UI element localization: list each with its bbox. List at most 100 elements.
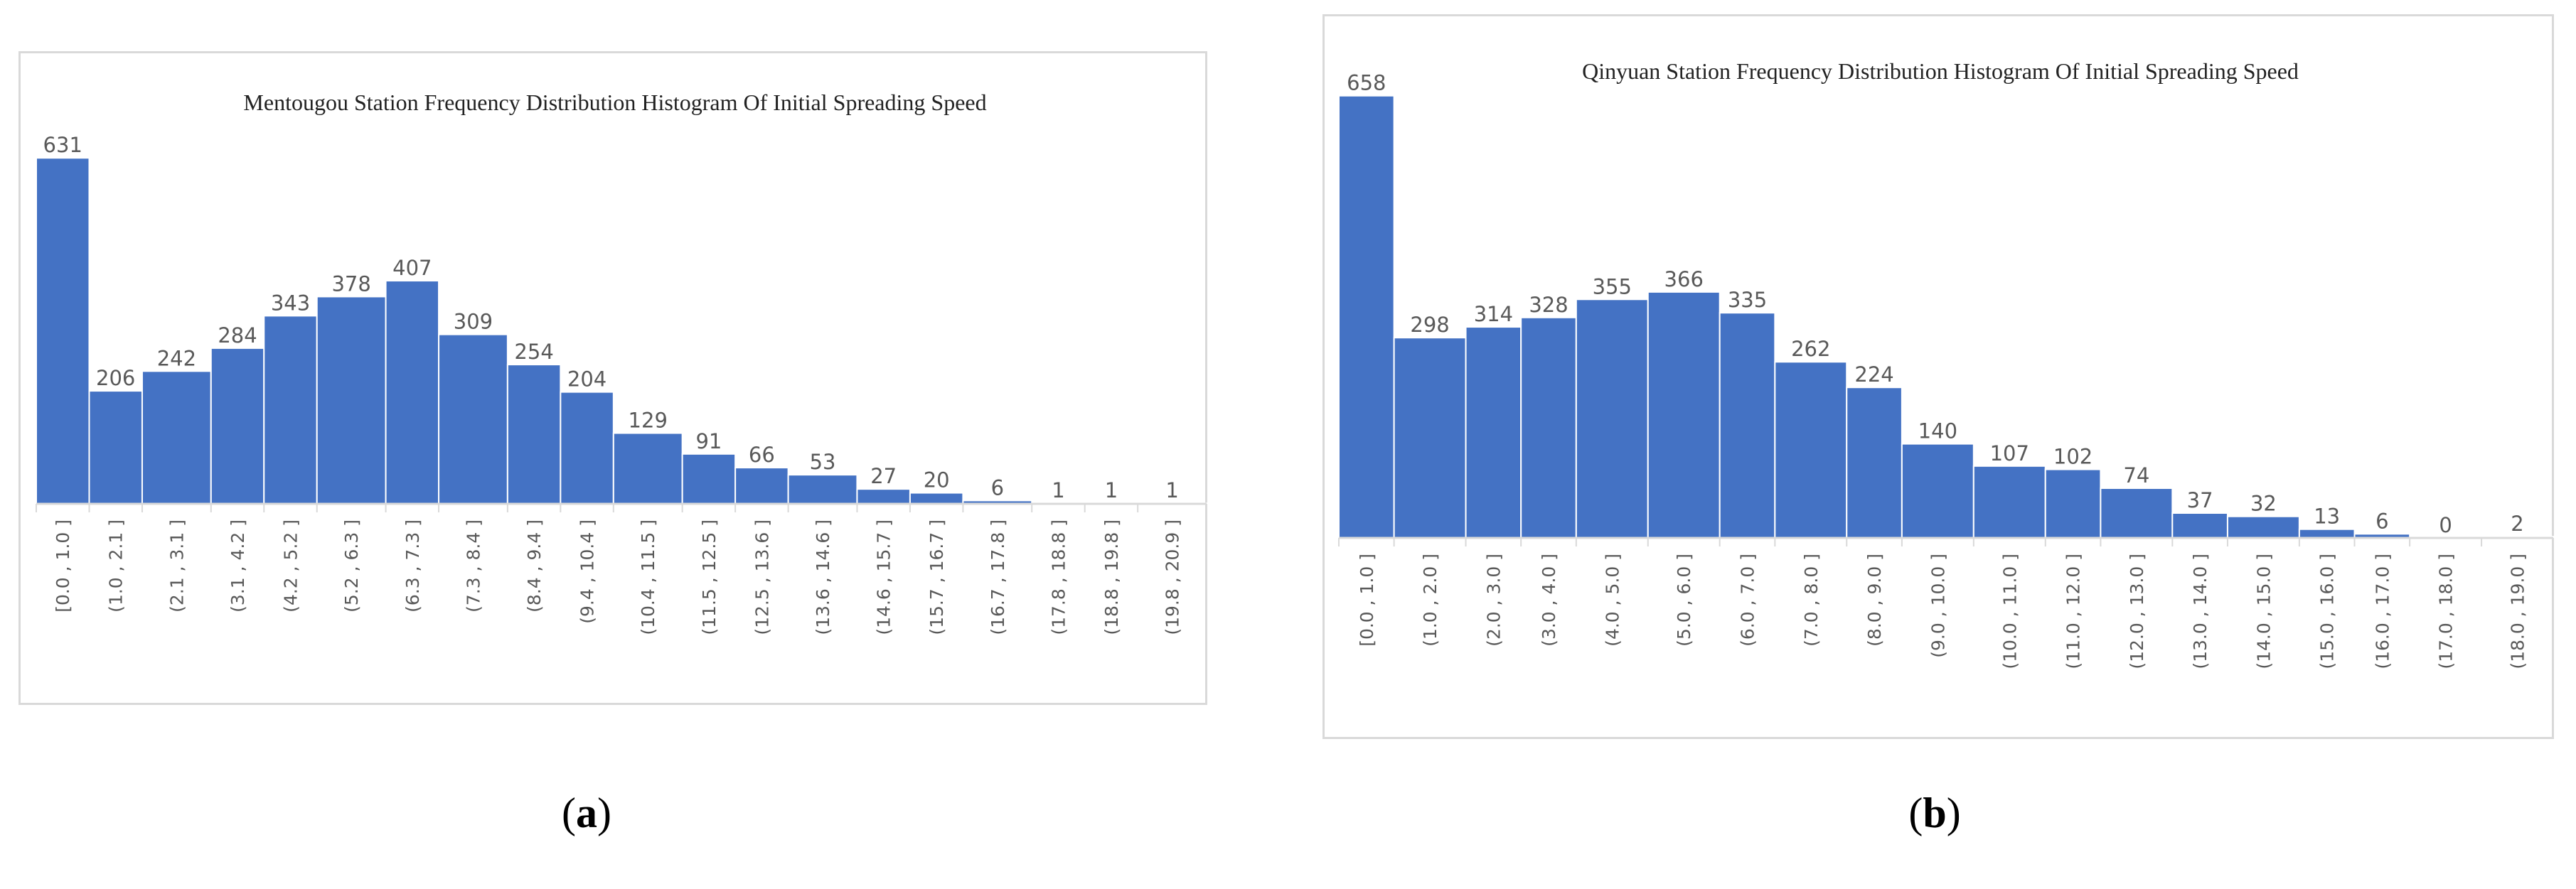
data-label: 309 (454, 310, 493, 334)
bar (1393, 337, 1467, 539)
tick-label: (12.5 , 13.6 ] (752, 519, 772, 635)
chart-title: Qinyuan Station Frequency Distribution H… (1582, 58, 2299, 84)
bar (734, 467, 789, 505)
data-label: 129 (629, 408, 668, 432)
data-label: 1 (1165, 478, 1178, 502)
tick-label: (11.5 , 12.5 ] (699, 519, 720, 635)
bar (2298, 528, 2356, 539)
panel-label-a: (a) (562, 790, 611, 836)
tick-label: (10.4 , 11.5 ] (638, 519, 658, 635)
tick-label: (15.0 , 16.0 ] (2317, 554, 2338, 669)
data-label: 206 (96, 366, 135, 390)
bar (2044, 468, 2102, 539)
bar (681, 453, 737, 505)
bar (1575, 298, 1649, 539)
bar (1901, 443, 1974, 539)
tick-label: (9.0 , 10.0 ] (1928, 554, 1948, 658)
data-label: 2 (2511, 512, 2523, 536)
data-label: 254 (514, 340, 553, 364)
tick-label: (5.0 , 6.0 ] (1674, 554, 1694, 647)
bar (1338, 95, 1395, 539)
tick-label: (3.1 , 4.2 ] (228, 519, 248, 613)
data-label: 366 (1664, 267, 1704, 291)
bar (2171, 512, 2228, 539)
tick-label: (15.7 , 16.7 ] (926, 519, 947, 635)
tick-label: (17.0 , 18.0 ] (2436, 554, 2457, 669)
tick-label: (5.2 , 6.3 ] (341, 519, 362, 613)
bar (1520, 316, 1577, 539)
tick-label: (18.0 , 19.0 ] (2508, 554, 2528, 669)
data-label: 658 (1347, 71, 1386, 95)
tick-label: (2.1 , 3.1 ] (166, 519, 187, 613)
bar (316, 296, 387, 505)
tick-label: [0.0 , 1.0 ] (53, 519, 73, 613)
bar (1465, 326, 1522, 539)
tick-label: (14.0 , 15.0 ] (2253, 554, 2274, 669)
tick-label: (6.3 , 7.3 ] (402, 519, 423, 613)
data-label: 91 (695, 429, 722, 453)
data-label: 284 (218, 323, 257, 347)
data-label: 1 (1052, 478, 1064, 502)
bar (1846, 387, 1903, 539)
tick-label: (19.8 , 20.9 ] (1163, 519, 1183, 635)
bar (438, 333, 508, 505)
bar (506, 364, 562, 505)
tick-label: (1.0 , 2.1 ] (106, 519, 127, 613)
data-label: 204 (567, 367, 606, 392)
data-label: 631 (43, 133, 82, 157)
data-label: 13 (2314, 505, 2340, 529)
bar (560, 391, 614, 505)
tick-label: (13.6 , 14.6 ] (813, 519, 833, 635)
bar (88, 390, 143, 505)
tick-label: [0.0 , 1.0 ] (1357, 554, 1377, 647)
data-label: 66 (749, 443, 775, 467)
chart-title: Mentougou Station Frequency Distribution… (243, 90, 986, 115)
tick-label: (18.8 , 19.8 ] (1101, 519, 1122, 635)
tick-label: (17.8 , 18.8 ] (1048, 519, 1069, 635)
chart-panel-a: Mentougou Station Frequency Distribution… (18, 51, 1208, 705)
tick-label: (8.0 , 9.0 ] (1864, 554, 1885, 647)
histogram-mentougou: Mentougou Station Frequency Distribution… (36, 90, 1208, 635)
bar (263, 315, 318, 505)
bar (909, 492, 964, 505)
bar (141, 370, 212, 505)
data-label: 6 (991, 475, 1004, 500)
bar (2226, 515, 2300, 539)
tick-label: (16.7 , 17.8 ] (988, 519, 1008, 635)
tick-label: (9.4 , 10.4 ] (577, 519, 598, 624)
data-label: 6 (2375, 509, 2388, 533)
tick-label: (2.0 , 3.0 ] (1483, 554, 1504, 647)
tick-label: (7.3 , 8.4 ] (463, 519, 483, 613)
bar (210, 347, 265, 505)
data-label: 27 (870, 464, 897, 488)
data-label: 37 (2187, 488, 2213, 512)
data-label: 407 (392, 256, 432, 280)
histogram-qinyuan: Qinyuan Station Frequency Distribution H… (1338, 58, 2555, 669)
bar (1774, 361, 1848, 539)
tick-label: (8.4 , 9.4 ] (524, 519, 545, 613)
data-label: 224 (1854, 362, 1893, 387)
data-label: 107 (1990, 441, 2029, 465)
data-label: 343 (271, 291, 310, 315)
data-label: 74 (2123, 463, 2149, 487)
tick-label: (4.2 , 5.2 ] (281, 519, 301, 613)
tick-label: (13.0 , 14.0 ] (2190, 554, 2211, 669)
bar (1972, 465, 2046, 539)
data-label: 298 (1410, 313, 1449, 337)
data-label: 140 (1918, 419, 1957, 443)
data-label: 328 (1529, 293, 1568, 317)
data-label: 314 (1474, 302, 1513, 326)
chart-panel-b: Qinyuan Station Frequency Distribution H… (1322, 14, 2555, 739)
tick-label: (1.0 , 2.0 ] (1420, 554, 1441, 647)
bar (36, 157, 90, 505)
tick-label: (7.0 , 8.0 ] (1801, 554, 1822, 647)
data-label: 378 (331, 271, 370, 296)
data-label: 1 (1105, 478, 1118, 502)
tick-label: (16.0 , 17.0 ] (2372, 554, 2393, 669)
tick-label: (4.0 , 5.0 ] (1602, 554, 1623, 647)
data-label: 53 (810, 450, 836, 474)
data-label: 102 (2053, 445, 2093, 469)
data-label: 262 (1791, 337, 1830, 361)
data-label: 0 (2439, 513, 2452, 537)
bar (787, 474, 858, 505)
